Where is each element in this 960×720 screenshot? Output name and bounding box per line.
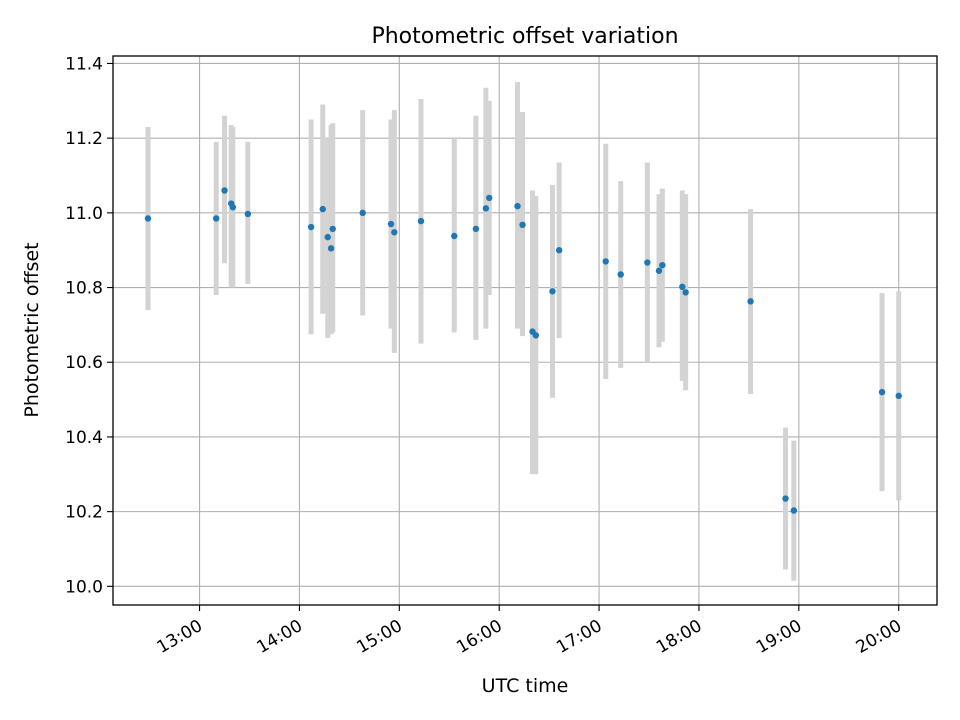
- y-tick-label: 10.4: [65, 428, 103, 448]
- x-axis-label: UTC time: [482, 675, 569, 697]
- data-point: [532, 332, 540, 339]
- y-tick-label: 11.0: [65, 204, 103, 224]
- data-point: [451, 232, 458, 240]
- y-tick-label: 11.2: [65, 129, 103, 149]
- data-point: [327, 245, 335, 252]
- data-point: [659, 261, 666, 269]
- data-point: [387, 220, 395, 228]
- data-point: [682, 289, 689, 296]
- data-point: [555, 247, 563, 254]
- data-point: [144, 215, 152, 222]
- y-tick-label: 10.2: [65, 503, 103, 523]
- data-point: [514, 202, 521, 210]
- data-point: [244, 210, 252, 218]
- y-tick-label: 11.4: [65, 54, 103, 74]
- data-point: [679, 283, 686, 291]
- data-point: [617, 271, 624, 278]
- data-point: [655, 267, 663, 274]
- data-point: [319, 205, 326, 213]
- y-axis-label: Photometric offset: [21, 242, 43, 417]
- chart-title: Photometric offset variation: [371, 24, 678, 49]
- data-point: [895, 392, 902, 400]
- data-point: [229, 204, 237, 211]
- data-point: [391, 229, 398, 236]
- y-tick-label: 10.0: [65, 577, 103, 597]
- data-point: [602, 258, 609, 265]
- data-point: [324, 233, 331, 241]
- data-point: [790, 507, 798, 514]
- data-point: [417, 217, 425, 225]
- data-point: [221, 187, 228, 194]
- data-point: [472, 225, 480, 233]
- data-point: [878, 388, 886, 396]
- data-point: [486, 194, 493, 202]
- y-tick-label: 10.6: [65, 353, 103, 373]
- data-point: [307, 223, 315, 231]
- data-point: [782, 495, 789, 502]
- data-point: [213, 215, 220, 222]
- data-point: [519, 221, 526, 229]
- y-axis-ticks: 10.0 10.2 10.4 10.6 10.8 11.0 11.2 11.4: [65, 54, 113, 597]
- data-points: [144, 187, 902, 514]
- y-tick-label: 10.8: [65, 279, 103, 299]
- data-point: [747, 298, 754, 305]
- plot-frame: [112, 55, 938, 606]
- data-point: [549, 288, 556, 295]
- data-point: [359, 209, 366, 217]
- data-point: [329, 225, 336, 233]
- data-point: [482, 205, 490, 212]
- data-point: [644, 259, 651, 266]
